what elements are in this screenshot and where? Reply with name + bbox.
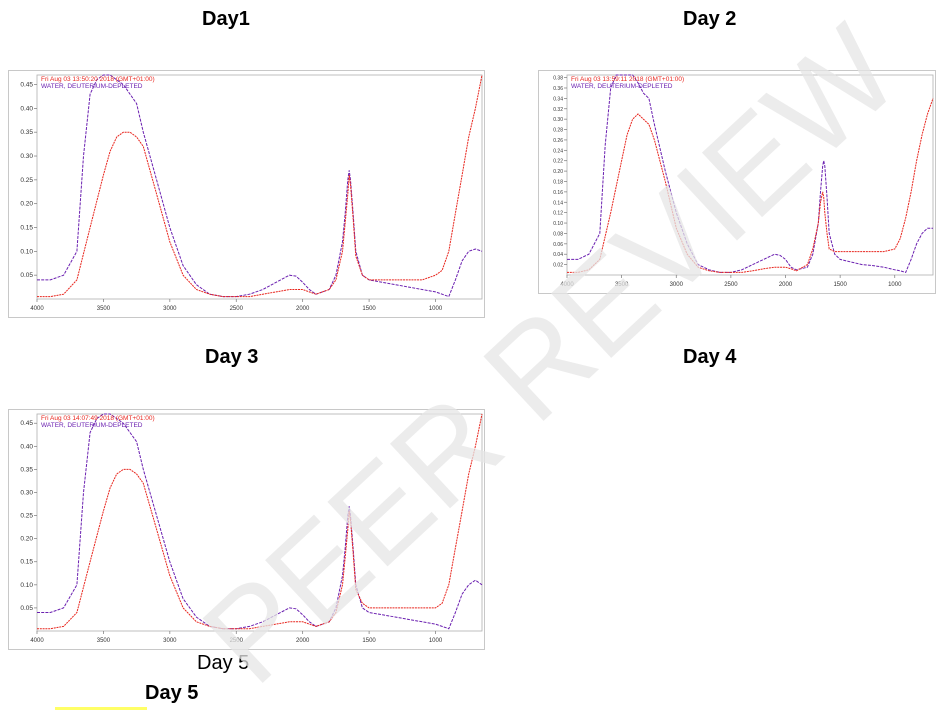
- chart-timestamp: Fri Aug 03 14:07:49 2018 (GMT+01:00): [41, 415, 155, 422]
- y-tick-label: 0.04: [553, 252, 563, 258]
- y-tick-label: 0.18: [553, 179, 563, 185]
- y-tick-label: 0.20: [20, 536, 33, 543]
- day5-label: Day 5: [145, 682, 199, 704]
- plot-area: [36, 413, 483, 632]
- spectrum-chart-day1: 0.05 0.10 0.15 0.20 0.25 0.30 0.35 0.40 0.45 4000…: [20, 74, 483, 312]
- x-tick-label: 3500: [615, 282, 629, 288]
- x-tick-label: 2500: [724, 282, 738, 288]
- y-tick-label: 0.30: [20, 489, 33, 496]
- y-tick-label: 0.40: [20, 443, 33, 450]
- x-tick-label: 3000: [670, 282, 684, 288]
- y-tick-label: 0.25: [20, 177, 33, 184]
- spectrum-panel-day2: 0.02 0.04 0.06 0.08 0.10 0.12 0.14 0.16 0.18 0.20…: [538, 70, 936, 294]
- y-tick-label: 0.36: [553, 86, 563, 92]
- y-tick-label: 0.06: [553, 242, 563, 248]
- reference-spectrum-line: [37, 413, 483, 630]
- y-tick-label: 0.20: [20, 201, 33, 208]
- x-tick-label: 3500: [97, 638, 111, 644]
- chart-sample-name: WATER, DEUTERIUM-DEPLETED: [41, 422, 143, 429]
- y-tick-label: 0.30: [20, 153, 33, 160]
- y-tick-label: 0.20: [553, 169, 563, 175]
- y-tick-label: 0.35: [20, 466, 33, 473]
- y-tick-label: 0.12: [553, 211, 563, 217]
- y-tick-label: 0.35: [20, 129, 33, 136]
- day4-label: Day 4: [683, 346, 737, 368]
- plot-area: [36, 74, 483, 300]
- spectrum-panel-day1: 0.05 0.10 0.15 0.20 0.25 0.30 0.35 0.40 0.45 4000…: [8, 70, 485, 318]
- chart-timestamp: Fri Aug 03 13:59:11 2018 (GMT+01:00): [571, 76, 684, 83]
- y-tick-label: 0.10: [553, 221, 563, 227]
- x-tick-label: 2000: [779, 282, 793, 288]
- spectrum-panel-day3: 0.05 0.10 0.15 0.20 0.25 0.30 0.35 0.40 0.45 4000…: [8, 409, 485, 650]
- y-tick-label: 0.34: [553, 96, 563, 102]
- x-tick-label: 1500: [833, 282, 847, 288]
- x-tick-label: 1500: [362, 306, 376, 312]
- x-tick-label: 1000: [429, 638, 443, 644]
- spectrum-chart-day2: 0.02 0.04 0.06 0.08 0.10 0.12 0.14 0.16 0.18 0.20…: [553, 74, 934, 288]
- x-tick-label: 1000: [429, 306, 443, 312]
- day1-label: Day1: [202, 8, 250, 30]
- x-tick-label: 3000: [163, 306, 177, 312]
- x-tick-label: 1500: [362, 638, 376, 644]
- sample-spectrum-line: [37, 74, 483, 298]
- chart-sample-name: WATER, DEUTERIUM-DEPLETED: [41, 83, 143, 90]
- y-tick-label: 0.15: [20, 225, 33, 232]
- x-tick-label: 4000: [30, 638, 44, 644]
- y-tick-label: 0.26: [553, 138, 563, 144]
- chart-timestamp: Fri Aug 03 13:50:20 2018 (GMT+01:00): [41, 76, 155, 83]
- y-tick-label: 0.15: [20, 559, 33, 566]
- y-tick-label: 0.10: [20, 248, 33, 255]
- y-tick-label: 0.32: [553, 107, 563, 113]
- x-tick-label: 4000: [30, 306, 44, 312]
- y-tick-label: 0.24: [553, 148, 563, 154]
- y-tick-label: 0.08: [553, 231, 563, 237]
- y-tick-label: 0.28: [553, 128, 563, 134]
- y-tick-label: 0.45: [20, 82, 33, 89]
- sample-spectrum-line: [37, 413, 483, 630]
- x-tick-label: 2000: [296, 306, 310, 312]
- reference-spectrum-line: [567, 74, 933, 274]
- plot-area: [566, 74, 934, 276]
- x-tick-label: 2500: [230, 306, 244, 312]
- x-tick-label: 2000: [296, 638, 310, 644]
- y-tick-label: 0.02: [553, 263, 563, 269]
- y-tick-label: 0.45: [20, 420, 33, 427]
- day5-caption: Day 5: [197, 652, 250, 674]
- y-tick-label: 0.30: [553, 117, 563, 123]
- spectrum-chart-day3: 0.05 0.10 0.15 0.20 0.25 0.30 0.35 0.40 0.45 4000…: [20, 413, 483, 644]
- y-tick-label: 0.22: [553, 159, 563, 165]
- highlight-mark: [55, 707, 147, 710]
- y-tick-label: 0.25: [20, 513, 33, 520]
- x-tick-label: 3500: [97, 306, 111, 312]
- y-tick-label: 0.40: [20, 105, 33, 112]
- y-tick-label: 0.14: [553, 200, 563, 206]
- y-tick-label: 0.05: [20, 605, 33, 612]
- day3-label: Day 3: [205, 346, 259, 368]
- sample-spectrum-line: [567, 98, 934, 273]
- y-tick-label: 0.10: [20, 582, 33, 589]
- x-tick-label: 4000: [560, 282, 574, 288]
- y-tick-label: 0.16: [553, 190, 563, 196]
- x-tick-label: 1000: [888, 282, 902, 288]
- y-tick-label: 0.38: [553, 76, 563, 82]
- day2-label: Day 2: [683, 8, 737, 30]
- chart-sample-name: WATER, DEUTERIUM-DEPLETED: [571, 83, 673, 90]
- x-tick-label: 3000: [163, 638, 177, 644]
- y-tick-label: 0.05: [20, 272, 33, 279]
- x-tick-label: 2500: [230, 638, 244, 644]
- reference-spectrum-line: [37, 74, 483, 298]
